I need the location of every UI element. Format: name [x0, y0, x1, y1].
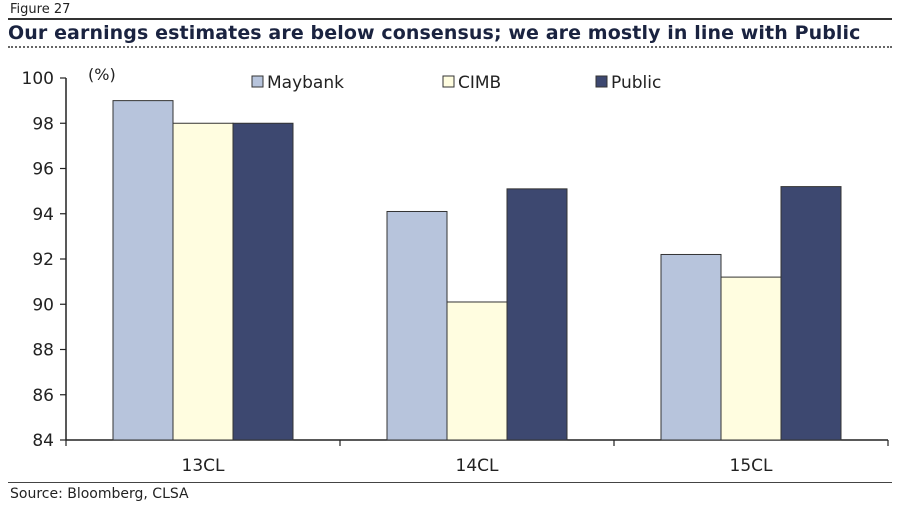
- legend-label-public: Public: [611, 73, 661, 93]
- legend-swatch-maybank: [251, 75, 264, 88]
- y-tick-label: 94: [32, 205, 54, 225]
- y-tick-label: 96: [32, 160, 54, 180]
- y-tick-label: 84: [32, 431, 54, 451]
- bar-maybank-15cl: [660, 253, 722, 441]
- bottom-rule: [8, 482, 892, 483]
- bar-public-15cl: [780, 186, 842, 441]
- legend-swatch-public: [595, 75, 608, 88]
- bar-chart: 84 86 88 90 92 94 96 98 100 13CL 14CL 15CL Maybank C…: [22, 65, 889, 476]
- unit-label: (%): [88, 65, 116, 84]
- x-tick-label: 13CL: [182, 456, 226, 476]
- legend-label-cimb: CIMB: [458, 73, 501, 93]
- x-tick-label: 15CL: [730, 456, 774, 476]
- chart-title: Our earnings estimates are below consens…: [8, 22, 861, 44]
- y-tick-label: 92: [32, 250, 54, 270]
- legend-swatch-cimb: [442, 75, 455, 88]
- top-rule: [8, 18, 892, 20]
- bar-public-13cl: [232, 122, 294, 441]
- bar-maybank-13cl: [112, 100, 174, 441]
- y-tick-label: 88: [32, 341, 54, 361]
- y-tick-label: 98: [32, 114, 54, 134]
- y-tick-label: 86: [32, 386, 54, 406]
- chart-legend: Maybank CIMB Public: [251, 73, 661, 93]
- figure-label: Figure 27: [10, 2, 71, 17]
- chart-bars: [112, 100, 842, 441]
- y-tick-label: 100: [22, 69, 54, 89]
- bar-cimb-14cl: [446, 301, 508, 441]
- legend-label-maybank: Maybank: [267, 73, 344, 93]
- bar-public-14cl: [506, 188, 568, 441]
- bar-cimb-15cl: [720, 276, 782, 441]
- x-tick-label: 14CL: [456, 456, 500, 476]
- source-note: Source: Bloomberg, CLSA: [10, 486, 189, 502]
- title-rule: [8, 46, 892, 48]
- bar-maybank-14cl: [386, 210, 448, 441]
- y-tick-label: 90: [32, 295, 54, 315]
- bar-cimb-13cl: [172, 122, 234, 441]
